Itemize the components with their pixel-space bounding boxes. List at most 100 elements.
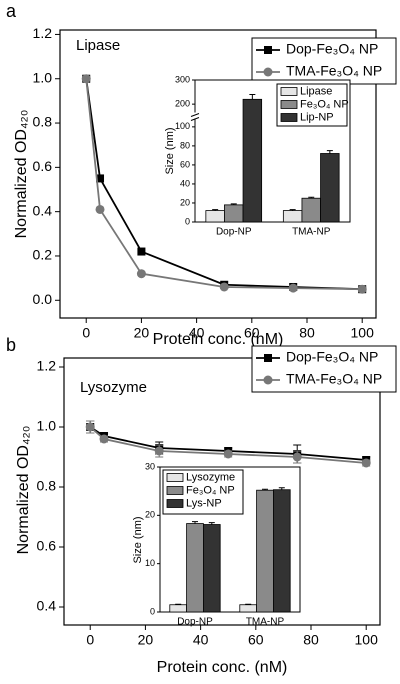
marker (223, 449, 233, 459)
y-tick-label: 100 (175, 121, 190, 131)
legend-box (251, 37, 397, 85)
y-axis-label: Normalized OD₄₂₀ (13, 110, 30, 239)
bar (282, 210, 303, 223)
panel-label: b (6, 335, 16, 355)
legend-label: Fe₃O₄ NP (300, 98, 349, 110)
legend-swatch (166, 486, 184, 495)
y-axis-label: Normalized OD₄₂₀ (15, 426, 32, 555)
legend-label: TMA-Fe₃O₄ NP (286, 371, 382, 387)
x-tick-label: 100 (351, 325, 375, 341)
y-tick-label: 60 (180, 159, 190, 169)
annotation: Lipase (76, 37, 120, 54)
x-tick-label: 60 (244, 325, 260, 341)
marker (288, 283, 298, 293)
y-tick-label: 0.8 (33, 114, 53, 130)
error-bar (230, 203, 237, 205)
series-line (85, 78, 363, 291)
x-tick-label: Dop-NP (216, 227, 252, 238)
x-tick-label: 40 (193, 632, 209, 648)
marker (99, 434, 109, 444)
legend-swatch (166, 499, 184, 508)
error-bar (208, 522, 215, 525)
marker (264, 46, 272, 54)
marker (219, 282, 229, 292)
annotation: Lysozyme (80, 379, 147, 396)
axis-break (190, 113, 200, 121)
y-tick-label: 10 (145, 558, 155, 568)
x-tick-label: 100 (355, 632, 379, 648)
marker (95, 204, 105, 214)
bar (272, 489, 291, 613)
error-bar (278, 487, 285, 490)
bar (239, 604, 258, 613)
legend-label: Fe₃O₄ NP (186, 484, 235, 496)
marker (264, 354, 272, 362)
bar (301, 197, 321, 223)
y-tick-label: 200 (175, 99, 190, 109)
panel-label: a (6, 1, 17, 21)
x-tick-label: 80 (303, 632, 319, 648)
y-tick-label: 0.6 (37, 538, 57, 554)
x-tick-label: 40 (189, 325, 205, 341)
x-tick-label: Dop-NP (177, 617, 213, 628)
legend-box (251, 345, 397, 393)
legend-swatch (166, 473, 184, 482)
legend-label: Dop-Fe₃O₄ NP (286, 349, 378, 365)
bar (186, 523, 204, 613)
y-tick-label: 1.2 (37, 358, 57, 374)
series-line (85, 78, 363, 291)
x-tick-label: 80 (299, 325, 315, 341)
y-axis-label: Size (nm) (132, 516, 144, 563)
marker (263, 375, 273, 385)
y-tick-label: 80 (180, 140, 190, 150)
y-tick-label: 30 (145, 461, 155, 471)
error-bar (308, 196, 315, 199)
x-tick-label: 60 (248, 632, 264, 648)
error-bar (289, 209, 296, 211)
y-tick-label: 40 (180, 178, 190, 188)
y-tick-label: 0 (150, 606, 155, 616)
y-tick-label: 20 (145, 510, 155, 520)
bar (224, 204, 244, 223)
marker (96, 174, 105, 183)
error-bar (192, 521, 198, 524)
y-tick-label: 0 (185, 216, 190, 226)
y-axis-label: Size (nm) (164, 127, 176, 174)
bar (202, 524, 221, 613)
y-tick-label: 300 (175, 74, 190, 84)
y-tick-label: 1.0 (37, 418, 57, 434)
x-tick-label: TMA-NP (292, 227, 331, 238)
marker (137, 247, 146, 256)
marker (85, 422, 95, 432)
y-tick-label: 0.4 (33, 202, 53, 218)
bar (242, 98, 263, 223)
y-tick-label: 0.4 (37, 598, 57, 614)
marker (361, 458, 371, 468)
legend-swatch (280, 100, 298, 109)
y-tick-label: 1.2 (33, 25, 53, 41)
y-tick-label: 0.2 (33, 247, 53, 263)
legend-label: Lysozyme (186, 471, 235, 483)
plot-frame (59, 29, 377, 319)
y-tick-label: 20 (180, 197, 190, 207)
x-tick-label: TMA-NP (246, 617, 285, 628)
error-bar (249, 93, 256, 100)
y-tick-label: 0.0 (33, 291, 53, 307)
y-tick-label: 0.8 (37, 478, 57, 494)
legend-label: Dop-Fe₃O₄ NP (286, 41, 378, 57)
bar (205, 210, 225, 223)
marker (136, 269, 146, 279)
legend-label: Lip-NP (300, 111, 334, 123)
y-tick-label: 0.6 (33, 158, 53, 174)
y-tick-label: 1.0 (33, 69, 53, 85)
marker (292, 452, 302, 462)
legend-swatch (280, 87, 298, 96)
error-bar (212, 209, 219, 211)
x-axis-label: Protein conc. (nM) (157, 659, 288, 676)
legend-label: Lipase (300, 85, 332, 97)
error-bar (326, 150, 333, 154)
bar (320, 153, 340, 223)
legend-label: Lys-NP (186, 497, 222, 509)
